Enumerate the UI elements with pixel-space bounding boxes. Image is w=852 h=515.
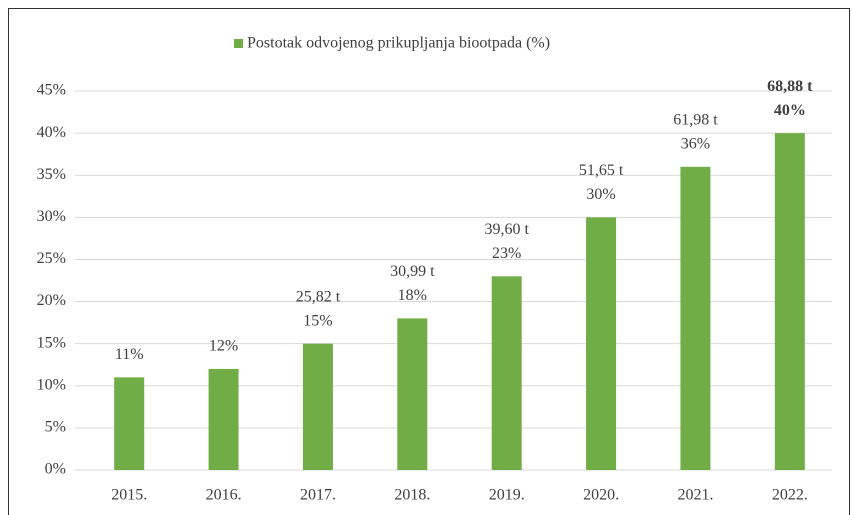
x-tick-label: 2015. xyxy=(111,487,147,504)
bar xyxy=(586,217,617,470)
y-tick-label: 10% xyxy=(37,376,66,393)
bar xyxy=(114,377,145,470)
tonnage-label: 39,60 t xyxy=(484,221,529,238)
y-tick-label: 0% xyxy=(45,461,66,478)
y-tick-label: 5% xyxy=(45,419,66,436)
x-tick-label: 2019. xyxy=(489,487,525,504)
bar xyxy=(774,133,805,470)
value-label: 23% xyxy=(492,245,521,262)
bar xyxy=(302,343,333,470)
y-tick-label: 30% xyxy=(37,208,66,225)
value-label: 30% xyxy=(586,186,615,203)
x-tick-label: 2022. xyxy=(772,487,808,504)
y-tick-label: 45% xyxy=(37,82,66,99)
x-tick-label: 2020. xyxy=(583,487,619,504)
tonnage-label: 61,98 t xyxy=(673,111,718,128)
legend-swatch xyxy=(234,39,243,48)
x-tick-label: 2021. xyxy=(677,487,713,504)
tonnage-label: 25,82 t xyxy=(296,288,341,305)
y-tick-label: 40% xyxy=(37,124,66,141)
x-tick-label: 2017. xyxy=(300,487,336,504)
value-label: 15% xyxy=(303,312,332,329)
value-label: 18% xyxy=(398,287,427,304)
legend-label: Postotak odvojenog prikupljanja biootpad… xyxy=(247,35,550,52)
x-tick-label: 2016. xyxy=(206,487,242,504)
x-tick-label: 2018. xyxy=(394,487,430,504)
y-tick-label: 20% xyxy=(37,292,66,309)
bar xyxy=(491,276,522,470)
value-label: 36% xyxy=(681,135,710,152)
y-tick-label: 15% xyxy=(37,334,66,351)
y-tick-label: 25% xyxy=(37,250,66,267)
value-label: 12% xyxy=(209,338,238,355)
bar xyxy=(680,166,711,471)
y-tick-label: 35% xyxy=(37,166,66,183)
tonnage-label: 51,65 t xyxy=(579,162,624,179)
value-label: 40% xyxy=(774,102,806,119)
bar xyxy=(208,368,239,470)
tonnage-label: 30,99 t xyxy=(390,263,435,280)
bar xyxy=(397,318,428,470)
tonnage-label: 68,88 t xyxy=(767,78,813,95)
value-label: 11% xyxy=(115,346,144,363)
